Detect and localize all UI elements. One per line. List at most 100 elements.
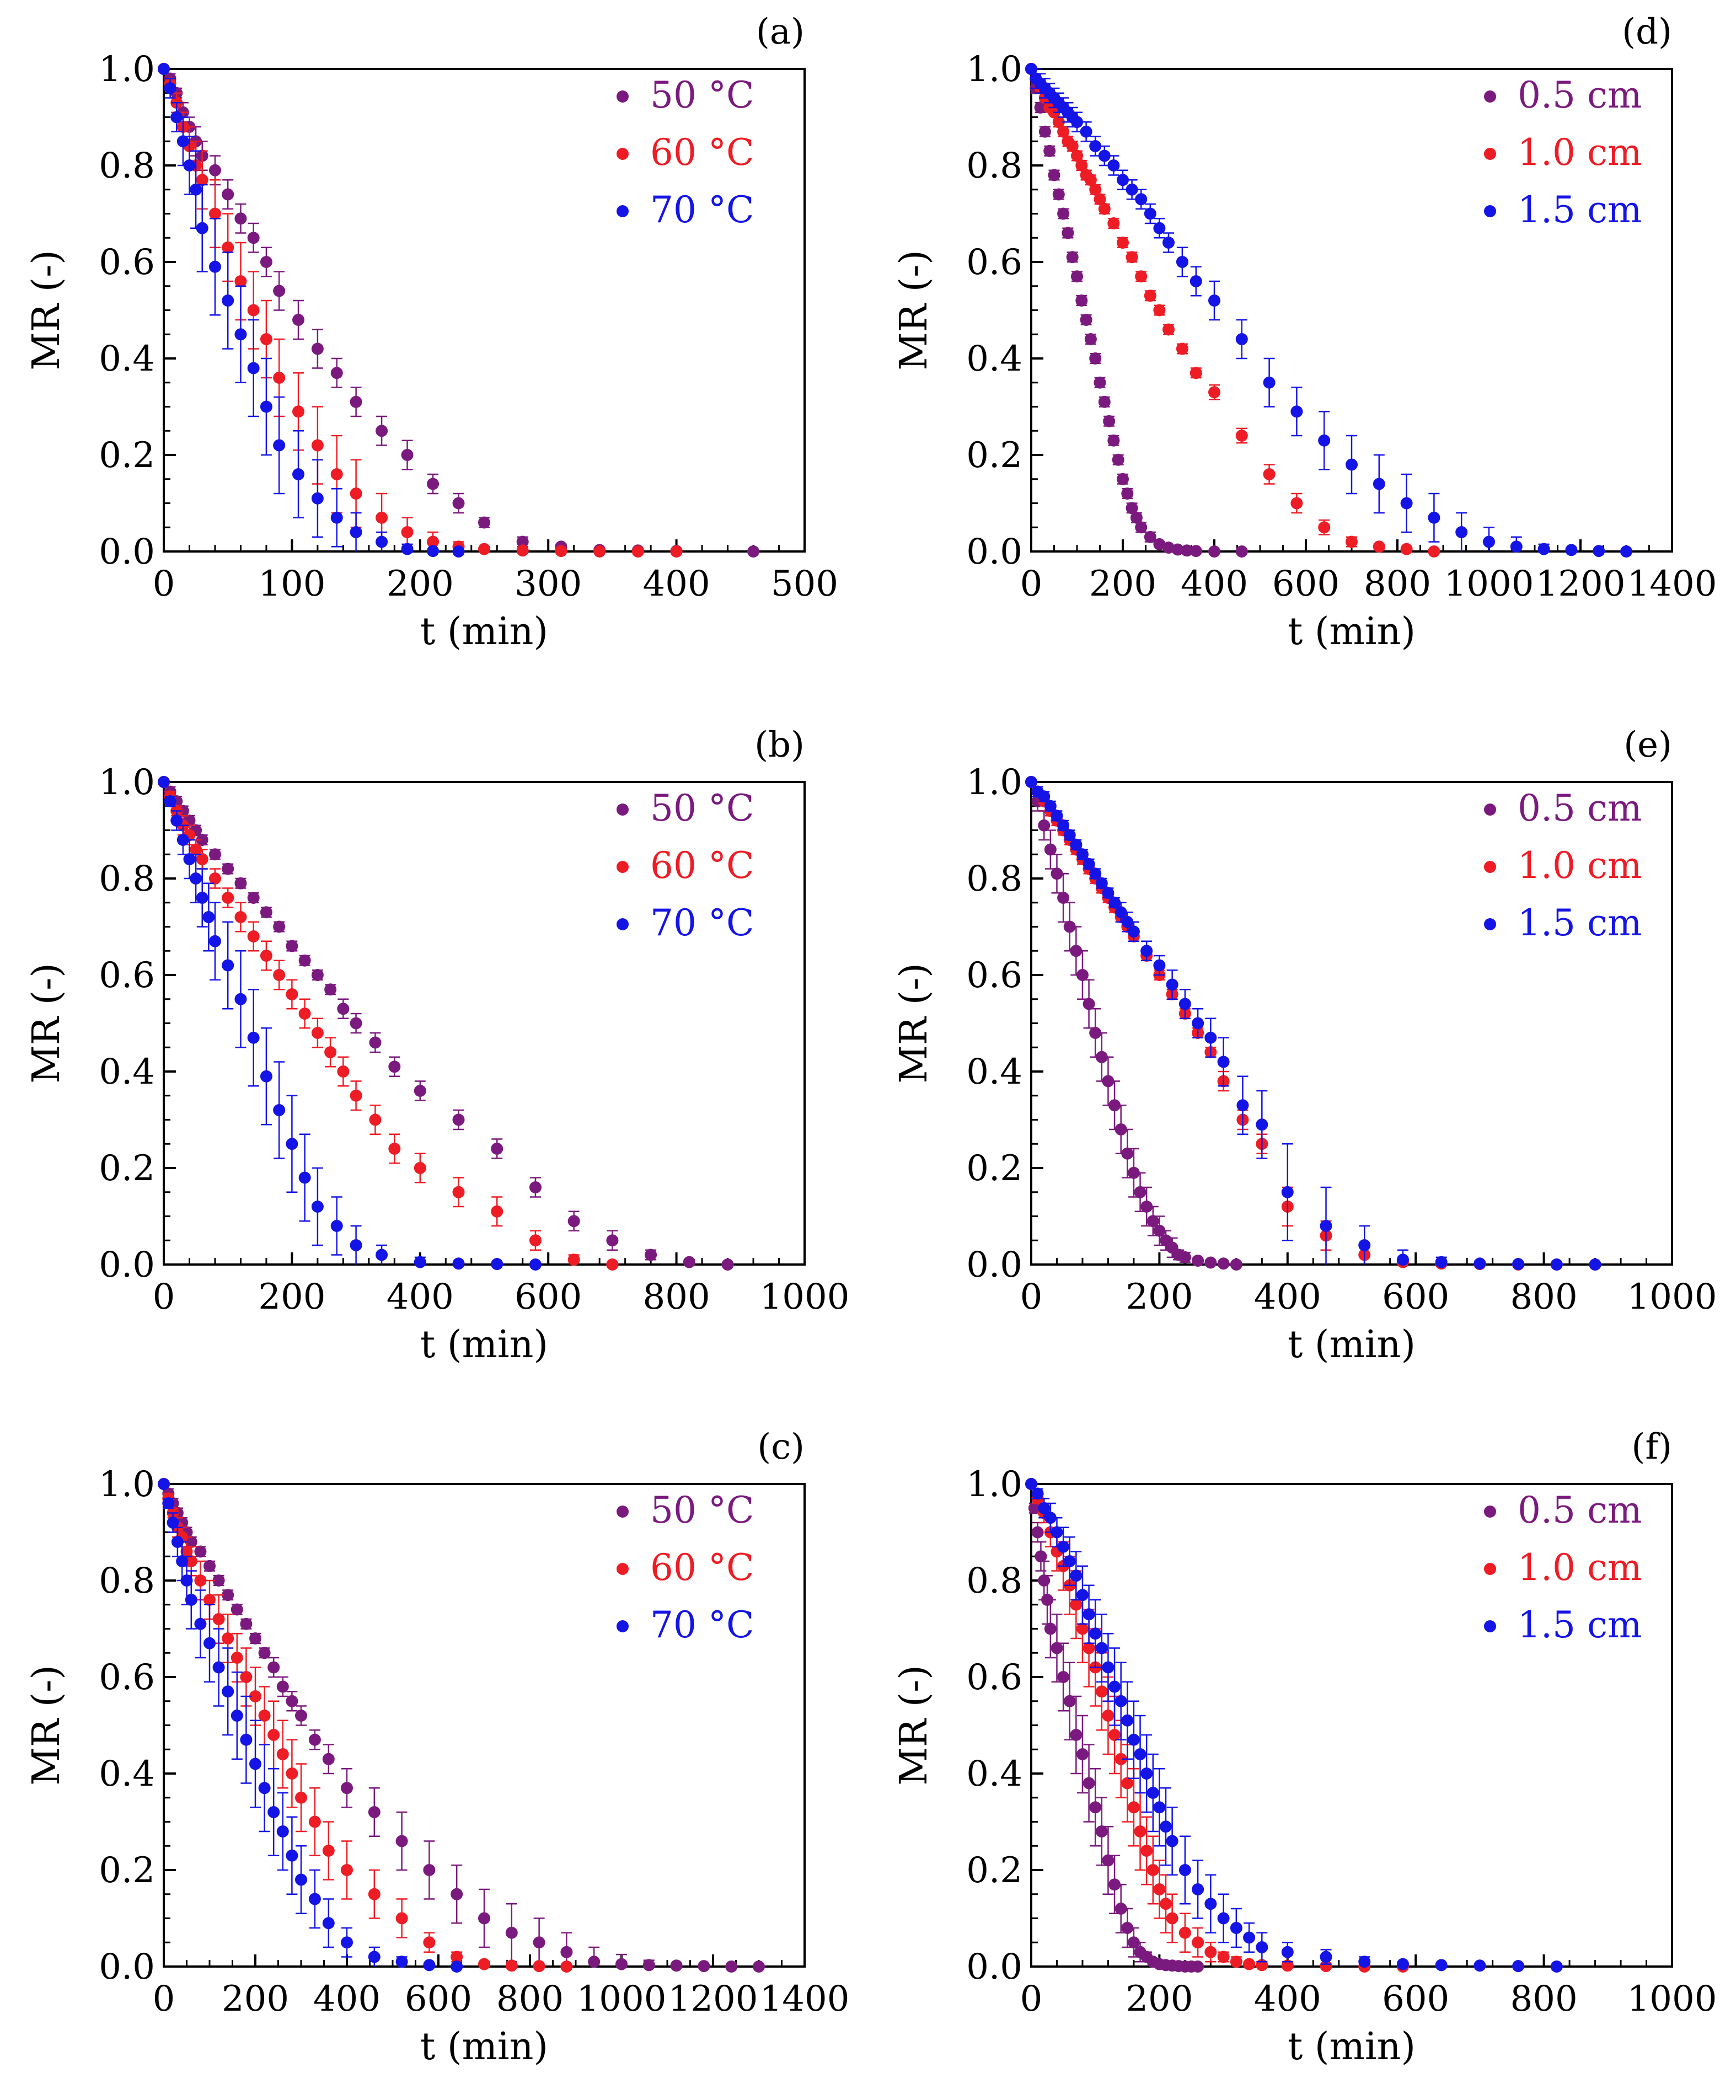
data-point bbox=[1230, 1956, 1242, 1968]
data-point bbox=[1144, 531, 1156, 543]
data-point bbox=[176, 1555, 189, 1567]
y-tick-label: 0.2 bbox=[99, 1850, 155, 1891]
data-point bbox=[1190, 545, 1202, 558]
data-point bbox=[1263, 468, 1276, 480]
data-point bbox=[1153, 1883, 1166, 1895]
data-point bbox=[369, 1113, 382, 1126]
data-point bbox=[1089, 1027, 1102, 1039]
chart-panel: 0 100 200 300 400 500 0.0 0.2 0.4 0.6 0.8 1.0 t (min… bbox=[25, 12, 838, 653]
data-point bbox=[427, 545, 440, 558]
data-point bbox=[478, 1958, 490, 1970]
x-tick-label: 500 bbox=[771, 564, 838, 604]
y-axis-label: MR (-) bbox=[25, 250, 68, 370]
data-point bbox=[1062, 227, 1074, 239]
x-tick-label: 400 bbox=[1181, 564, 1248, 604]
data-point bbox=[276, 1825, 289, 1838]
data-point bbox=[1063, 1555, 1076, 1567]
data-point bbox=[423, 1959, 436, 1972]
data-point bbox=[1044, 800, 1057, 812]
data-point bbox=[414, 1162, 426, 1174]
legend-label: 1.0 cm bbox=[1518, 844, 1642, 887]
data-point bbox=[567, 1253, 580, 1266]
data-point bbox=[185, 1594, 197, 1606]
data-point bbox=[295, 1873, 307, 1886]
data-point bbox=[1208, 386, 1220, 399]
x-tick-label: 200 bbox=[258, 1277, 325, 1317]
y-tick-label: 1.0 bbox=[966, 49, 1022, 90]
data-point bbox=[1318, 521, 1331, 534]
data-point bbox=[1127, 925, 1140, 938]
data-point bbox=[1127, 1801, 1140, 1814]
data-point bbox=[1146, 1787, 1159, 1799]
data-point bbox=[1537, 543, 1550, 555]
data-point bbox=[1089, 140, 1102, 152]
data-point bbox=[273, 1104, 286, 1116]
data-point bbox=[1057, 125, 1070, 138]
data-point bbox=[1428, 545, 1440, 558]
data-point bbox=[1281, 1946, 1294, 1958]
data-point bbox=[247, 930, 260, 942]
data-point bbox=[452, 1257, 465, 1270]
data-point bbox=[1192, 1936, 1204, 1949]
data-point bbox=[1038, 819, 1051, 832]
data-point bbox=[395, 1912, 408, 1925]
x-axis-label: t (min) bbox=[420, 610, 548, 653]
data-point bbox=[1176, 256, 1188, 268]
legend-label: 50 °C bbox=[650, 787, 754, 829]
data-point bbox=[258, 1710, 271, 1722]
data-point bbox=[247, 232, 260, 244]
data-point bbox=[185, 1536, 197, 1548]
data-point bbox=[276, 1748, 289, 1760]
data-point bbox=[1094, 376, 1106, 389]
data-point bbox=[231, 1603, 243, 1616]
data-point bbox=[388, 1143, 401, 1155]
data-point bbox=[308, 1815, 321, 1828]
data-point bbox=[258, 1782, 271, 1794]
data-point bbox=[452, 1113, 465, 1126]
data-point bbox=[1098, 395, 1111, 408]
y-tick-label: 0.8 bbox=[966, 1561, 1022, 1601]
data-point bbox=[567, 1215, 580, 1228]
y-tick-label: 1.0 bbox=[966, 1464, 1022, 1505]
data-point bbox=[1070, 945, 1083, 957]
data-point bbox=[1051, 867, 1063, 880]
data-point bbox=[1117, 237, 1129, 249]
data-point bbox=[286, 1138, 298, 1150]
data-series bbox=[158, 776, 734, 1271]
data-point bbox=[1063, 829, 1076, 842]
data-point bbox=[1094, 193, 1106, 206]
y-tick-label: 0.6 bbox=[99, 955, 155, 996]
data-point bbox=[1063, 1695, 1076, 1707]
data-point bbox=[1134, 1186, 1146, 1198]
legend-marker bbox=[617, 148, 629, 160]
data-point bbox=[1153, 1224, 1166, 1237]
data-point bbox=[311, 492, 324, 505]
legend-marker bbox=[1484, 1506, 1496, 1518]
data-point bbox=[1031, 1487, 1044, 1500]
data-point bbox=[1243, 1958, 1256, 1970]
data-point bbox=[395, 1835, 408, 1847]
data-point bbox=[1103, 415, 1116, 427]
y-tick-label: 0.0 bbox=[99, 532, 155, 572]
data-point bbox=[1474, 1959, 1486, 1972]
data-point bbox=[311, 439, 324, 452]
data-series bbox=[158, 1478, 573, 1973]
legend-marker bbox=[617, 205, 629, 217]
data-point bbox=[1052, 116, 1065, 128]
data-point bbox=[286, 1849, 298, 1862]
data-point bbox=[645, 1249, 657, 1261]
data-point bbox=[1178, 998, 1191, 1010]
data-point bbox=[164, 82, 176, 94]
data-point bbox=[1396, 1253, 1409, 1266]
data-point bbox=[427, 535, 440, 548]
data-point bbox=[180, 1545, 193, 1558]
data-point bbox=[1140, 1201, 1153, 1213]
x-tick-label: 0 bbox=[153, 1277, 175, 1317]
data-point bbox=[606, 1258, 619, 1271]
data-point bbox=[273, 372, 286, 384]
data-point bbox=[222, 1589, 234, 1601]
data-point bbox=[194, 1545, 207, 1558]
data-point bbox=[1346, 458, 1358, 471]
data-point bbox=[231, 1652, 243, 1664]
data-point bbox=[1035, 1550, 1047, 1563]
